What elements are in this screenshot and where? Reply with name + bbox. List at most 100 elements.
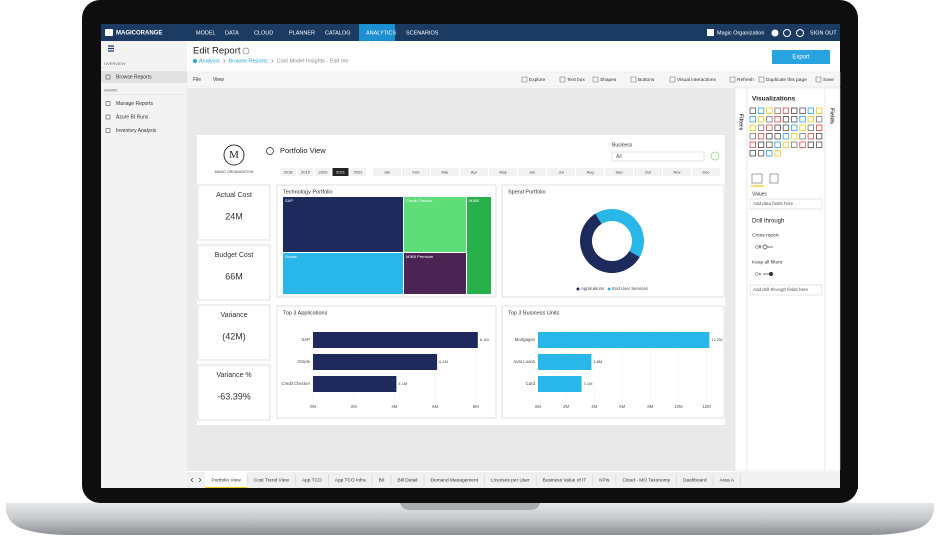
page-tab[interactable]: Portfolio View: [212, 477, 242, 483]
viz-icon[interactable]: [816, 116, 823, 123]
drill-well[interactable]: [749, 284, 823, 296]
sidebar-item[interactable]: Manage Reports: [116, 101, 153, 107]
viz-icon[interactable]: [791, 107, 798, 114]
page-tab[interactable]: Area A: [720, 477, 735, 483]
filters-label[interactable]: Filters: [738, 114, 744, 131]
viz-icon[interactable]: [774, 116, 781, 123]
viz-icon[interactable]: [749, 150, 756, 157]
year-label[interactable]: 2022: [354, 169, 364, 174]
values-well[interactable]: [749, 198, 823, 210]
year-slicer[interactable]: [297, 168, 314, 176]
viz-icon[interactable]: [799, 116, 806, 123]
nav-item[interactable]: ANALYTICS: [366, 30, 396, 36]
toolbar-item[interactable]: Visual interactions: [677, 77, 716, 83]
viz-icon[interactable]: [757, 124, 765, 131]
help-icon[interactable]: [796, 29, 804, 37]
viz-icon[interactable]: [749, 124, 756, 131]
values-placeholder[interactable]: Add data fields here: [753, 201, 794, 206]
tab-scroll[interactable]: [190, 477, 202, 483]
year-label[interactable]: 2021: [336, 169, 346, 174]
page-tab[interactable]: KPIs: [599, 477, 610, 483]
toolbar-item[interactable]: File: [193, 77, 201, 83]
viz-icon[interactable]: [766, 133, 773, 140]
nav-item[interactable]: SCENARIOS: [406, 30, 439, 36]
viz-icon[interactable]: [757, 133, 765, 140]
viz-icon[interactable]: [774, 124, 781, 131]
toggle-knob[interactable]: [762, 244, 768, 250]
nav-item[interactable]: CATALOG: [325, 30, 350, 36]
filter-value[interactable]: All: [616, 154, 622, 160]
export-button[interactable]: [772, 50, 830, 64]
org-name[interactable]: Magic Organization: [717, 30, 764, 36]
toolbar-item[interactable]: Explore: [529, 77, 546, 83]
filter-dropdown[interactable]: [611, 151, 705, 162]
page-tab[interactable]: BII: [379, 477, 385, 483]
viz-icon[interactable]: [782, 116, 790, 123]
month-slicer[interactable]: [518, 168, 546, 176]
month-label[interactable]: Jan: [384, 169, 390, 174]
nav-item[interactable]: MODEL: [196, 30, 216, 36]
viz-icon[interactable]: [782, 133, 790, 140]
viz-icon[interactable]: [757, 141, 765, 148]
fields-tab-icon[interactable]: [751, 173, 763, 184]
month-label[interactable]: Jul: [558, 169, 563, 174]
toggle-knob[interactable]: [769, 272, 773, 276]
year-slicer[interactable]: [332, 168, 349, 176]
page-tab[interactable]: Demand Management: [431, 477, 479, 483]
year-label[interactable]: 2019: [301, 169, 311, 174]
nav-item[interactable]: CLOUD: [254, 30, 273, 36]
viz-icon[interactable]: [749, 133, 756, 140]
month-label[interactable]: Mar: [442, 169, 450, 174]
toolbar-item[interactable]: View: [213, 77, 224, 83]
toolbar-item[interactable]: Shapes: [600, 77, 617, 83]
viz-icon[interactable]: [766, 107, 773, 114]
viz-icon[interactable]: [799, 124, 806, 131]
viz-icon[interactable]: [782, 124, 790, 131]
viz-icon[interactable]: [816, 124, 823, 131]
format-tab-icon[interactable]: [769, 173, 779, 184]
month-label[interactable]: Oct: [645, 169, 652, 174]
viz-icon[interactable]: [807, 124, 814, 131]
sidebar-item[interactable]: Browse Reports: [116, 74, 152, 80]
reset-icon[interactable]: [710, 151, 720, 161]
viz-icon[interactable]: [766, 116, 773, 123]
year-slicer[interactable]: [350, 168, 366, 176]
viz-icon[interactable]: [774, 141, 781, 148]
breadcrumb[interactable]: Browse Reports: [228, 58, 267, 64]
toolbar-item[interactable]: Text box: [567, 77, 585, 83]
viz-icon[interactable]: [807, 133, 814, 140]
viz-icon[interactable]: [749, 116, 756, 123]
export-label[interactable]: Export: [792, 55, 810, 61]
month-slicer[interactable]: [402, 168, 430, 176]
month-label[interactable]: May: [499, 169, 507, 174]
toolbar-item[interactable]: Refresh: [737, 77, 754, 83]
viz-icon[interactable]: [774, 107, 781, 114]
viz-icon[interactable]: [799, 141, 806, 148]
toolbar-item[interactable]: Save: [823, 77, 834, 83]
viz-icon[interactable]: [757, 116, 765, 123]
viz-icon[interactable]: [749, 107, 756, 114]
month-slicer[interactable]: [634, 168, 662, 176]
year-slicer[interactable]: [280, 168, 296, 176]
year-label[interactable]: 2018: [284, 169, 294, 174]
viz-icon[interactable]: [791, 116, 798, 123]
viz-icon[interactable]: [766, 124, 773, 131]
month-slicer[interactable]: [489, 168, 517, 176]
user-icon[interactable]: [783, 29, 791, 37]
viz-icon[interactable]: [774, 150, 781, 157]
menu-icon[interactable]: [108, 45, 114, 52]
sign-out[interactable]: SIGN OUT: [810, 30, 837, 36]
month-slicer[interactable]: [547, 168, 575, 176]
toolbar-item[interactable]: Buttons: [638, 77, 655, 83]
viz-icon[interactable]: [816, 133, 823, 140]
month-slicer[interactable]: [692, 168, 720, 176]
viz-icon[interactable]: [799, 133, 806, 140]
viz-icon[interactable]: [757, 150, 765, 157]
viz-icon[interactable]: [766, 141, 773, 148]
month-label[interactable]: Dec: [702, 169, 709, 174]
month-slicer[interactable]: [663, 168, 691, 176]
month-slicer[interactable]: [605, 168, 633, 176]
sidebar-item[interactable]: Azure BI Runs: [116, 114, 149, 120]
page-tab[interactable]: Cloud - MO Taxonomy: [622, 477, 670, 483]
nav-item[interactable]: PLANNER: [289, 30, 315, 36]
